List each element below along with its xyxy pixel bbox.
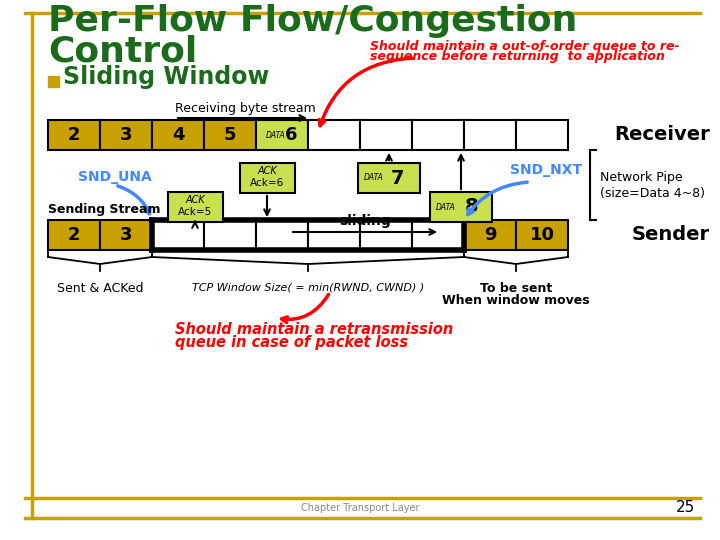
Text: sequence before returning  to application: sequence before returning to application [370, 50, 665, 63]
Bar [204, 220, 256, 250]
Text: Per-Flow Flow/Congestion: Per-Flow Flow/Congestion [48, 4, 577, 38]
Bar [204, 120, 256, 150]
Text: Network Pipe: Network Pipe [600, 171, 683, 184]
Text: 6: 6 [284, 126, 297, 144]
Text: Sent & ACKed: Sent & ACKed [57, 282, 143, 295]
Text: 2: 2 [68, 126, 80, 144]
Bar [412, 120, 464, 150]
Text: queue in case of packet loss: queue in case of packet loss [175, 335, 408, 350]
Text: 5: 5 [224, 126, 236, 144]
Bar [256, 220, 308, 250]
Bar [412, 220, 464, 250]
Text: When window moves: When window moves [442, 294, 590, 307]
Text: Ack=6: Ack=6 [250, 178, 284, 188]
Text: SND_NXT: SND_NXT [510, 163, 582, 177]
Bar [516, 120, 568, 150]
Bar [430, 192, 492, 222]
Text: To be sent: To be sent [480, 282, 552, 295]
Text: Control: Control [48, 34, 197, 68]
Bar [360, 120, 412, 150]
Bar [152, 120, 204, 150]
Text: Sender: Sender [632, 226, 710, 245]
Text: DATA: DATA [266, 131, 286, 139]
Bar [48, 220, 100, 250]
Bar [360, 220, 412, 250]
Bar [240, 163, 295, 193]
Bar [308, 120, 360, 150]
Text: Sliding Window: Sliding Window [63, 65, 269, 89]
Text: DATA: DATA [364, 173, 384, 183]
Text: Receiving byte stream: Receiving byte stream [175, 102, 316, 115]
Bar [48, 76, 59, 87]
Text: DATA: DATA [436, 202, 456, 212]
Text: Should maintain a out-of-order queue to re-: Should maintain a out-of-order queue to … [370, 40, 680, 53]
Text: Receiver: Receiver [614, 125, 710, 145]
Text: 4: 4 [172, 126, 184, 144]
Bar [464, 120, 516, 150]
Bar [168, 192, 223, 222]
Text: 3: 3 [120, 126, 132, 144]
Text: Chapter Transport Layer: Chapter Transport Layer [301, 503, 419, 513]
Text: Should maintain a retransmission: Should maintain a retransmission [175, 322, 454, 337]
Bar [308, 220, 360, 250]
Text: 10: 10 [529, 226, 554, 244]
Text: 3: 3 [120, 226, 132, 244]
Bar [464, 220, 516, 250]
Text: ACK: ACK [185, 195, 205, 205]
Bar [358, 163, 420, 193]
Bar [152, 220, 204, 250]
Text: 8: 8 [465, 198, 479, 217]
Text: 7: 7 [391, 168, 405, 187]
Bar [100, 220, 152, 250]
Text: sliding: sliding [339, 214, 391, 228]
Text: SND_UNA: SND_UNA [78, 170, 152, 184]
Bar [100, 120, 152, 150]
Text: 25: 25 [676, 501, 695, 516]
Bar [516, 220, 568, 250]
Text: 9: 9 [484, 226, 496, 244]
Text: TCP Window Size( = min(RWND, CWND) ): TCP Window Size( = min(RWND, CWND) ) [192, 282, 424, 292]
Text: ACK: ACK [257, 166, 277, 176]
Text: Sending Stream: Sending Stream [48, 204, 161, 217]
Text: 2: 2 [68, 226, 80, 244]
Text: (size=Data 4~8): (size=Data 4~8) [600, 186, 705, 199]
Bar [256, 120, 308, 150]
Bar [48, 120, 100, 150]
Text: Ack=5: Ack=5 [178, 207, 212, 217]
